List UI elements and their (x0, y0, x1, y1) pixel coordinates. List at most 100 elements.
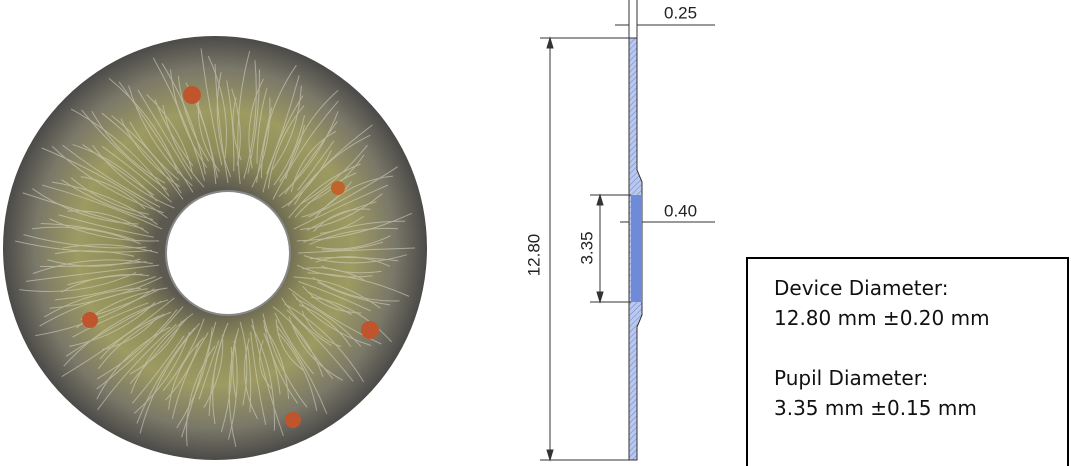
iris-fiber (62, 144, 161, 208)
iris-fiber (306, 291, 352, 316)
iris-fiber (297, 140, 335, 191)
iris-fiber (82, 144, 155, 196)
iris-fiber (300, 193, 383, 231)
pupil-value: 3.35 mm ±0.15 mm (774, 396, 977, 420)
iris-fiber (101, 112, 184, 200)
iris-fiber (256, 88, 268, 164)
iris-fiber (239, 321, 248, 406)
iris-fiber (263, 333, 281, 395)
iris-fiber (51, 145, 164, 214)
cross-section (615, 0, 715, 461)
iris-fiber (281, 297, 332, 347)
iris-fiber (15, 240, 153, 253)
iris-fiber (25, 264, 160, 282)
iris-fiber (290, 130, 337, 192)
iris-fiber (96, 309, 178, 380)
device-label: Device Diameter: (774, 276, 949, 300)
iris-fiber (303, 220, 406, 243)
iris-fiber (302, 286, 362, 314)
iris-fiber (262, 313, 308, 408)
iris-fiber (298, 280, 371, 312)
iris-fiber (152, 57, 205, 181)
iris-fiber (200, 48, 223, 166)
iris-fiber (120, 118, 181, 188)
iris-fiber (274, 312, 314, 375)
iris-fiber (40, 223, 136, 241)
iris-fiber (146, 94, 193, 173)
iris-fiber (49, 276, 163, 309)
iris-fiber (128, 85, 193, 187)
iris-fiber (19, 272, 137, 292)
iris-fiber (31, 226, 141, 245)
iris-fiber (243, 60, 257, 179)
iris-fiber (96, 306, 184, 390)
iris-fiber (293, 276, 381, 309)
iris-fiber (55, 250, 135, 257)
iris-fiber (169, 69, 208, 168)
pupil-thickness-label: 0.40 (664, 201, 697, 220)
iris-fiber (197, 96, 220, 172)
iris-fiber (227, 340, 238, 440)
iris-fiber (306, 201, 377, 231)
iris-fiber (319, 215, 364, 234)
iris-fiber (272, 100, 339, 200)
iris-fiber (41, 147, 168, 219)
iris-fiber (248, 78, 264, 169)
iris-fiber (226, 80, 235, 172)
iris-fiber (55, 276, 156, 301)
iris-fiber (129, 317, 189, 385)
iris-fiber (314, 175, 394, 219)
iris-fiber (220, 346, 233, 433)
iris-fiber (286, 309, 354, 382)
iris-image (3, 36, 427, 460)
iris-fiber (207, 55, 227, 160)
iris-fiber (301, 181, 353, 218)
iris-fiber (70, 177, 150, 215)
iris-fiber (294, 172, 357, 218)
iris-fiber (297, 247, 416, 254)
iris-fiber (131, 335, 185, 404)
iris-fiber (97, 323, 177, 411)
iris-fiber (293, 184, 389, 230)
iris-fiber (251, 97, 271, 188)
iris-fiber (39, 288, 148, 327)
iris-fiber (137, 89, 193, 180)
dimension-lines (540, 36, 631, 462)
iris-fiber (171, 332, 209, 419)
iris-fiber (134, 331, 190, 414)
iris-fiber (315, 235, 391, 250)
iris-fiber (309, 256, 399, 262)
iris-fiber (181, 321, 217, 438)
iris-fiber (259, 339, 273, 390)
iris-fiber (312, 276, 400, 302)
iris-fiber (295, 298, 362, 347)
iris-fiber (23, 234, 147, 249)
iris-fiber (32, 188, 139, 225)
iris-fiber (186, 345, 216, 447)
iris-fiber (101, 145, 172, 203)
pupil-diameter-label: 3.35 (577, 231, 596, 264)
iris-fiber (165, 342, 200, 401)
iris-fiber (309, 227, 399, 245)
iris-fiber (276, 325, 328, 414)
iris-fiber (250, 331, 267, 425)
iris-fiber (177, 75, 209, 162)
iris-fiber (70, 108, 170, 197)
iris-fiber (263, 326, 290, 400)
iris-fiber (162, 318, 205, 392)
iris-fiber (296, 264, 373, 278)
iris-fiber (287, 124, 373, 207)
iris-fiber (288, 163, 361, 219)
iris-fiber (320, 265, 382, 274)
iris-fiber (284, 303, 365, 383)
iris-fiber (203, 334, 224, 408)
iris-fiber (97, 311, 172, 370)
iris-fiber (162, 105, 205, 188)
iris-fiber (301, 310, 342, 347)
iris-fiber (244, 338, 259, 420)
iris-fiber (299, 304, 352, 348)
iris-fiber (81, 109, 168, 191)
iris-fiber (214, 63, 229, 184)
iris-fiber (310, 296, 392, 343)
